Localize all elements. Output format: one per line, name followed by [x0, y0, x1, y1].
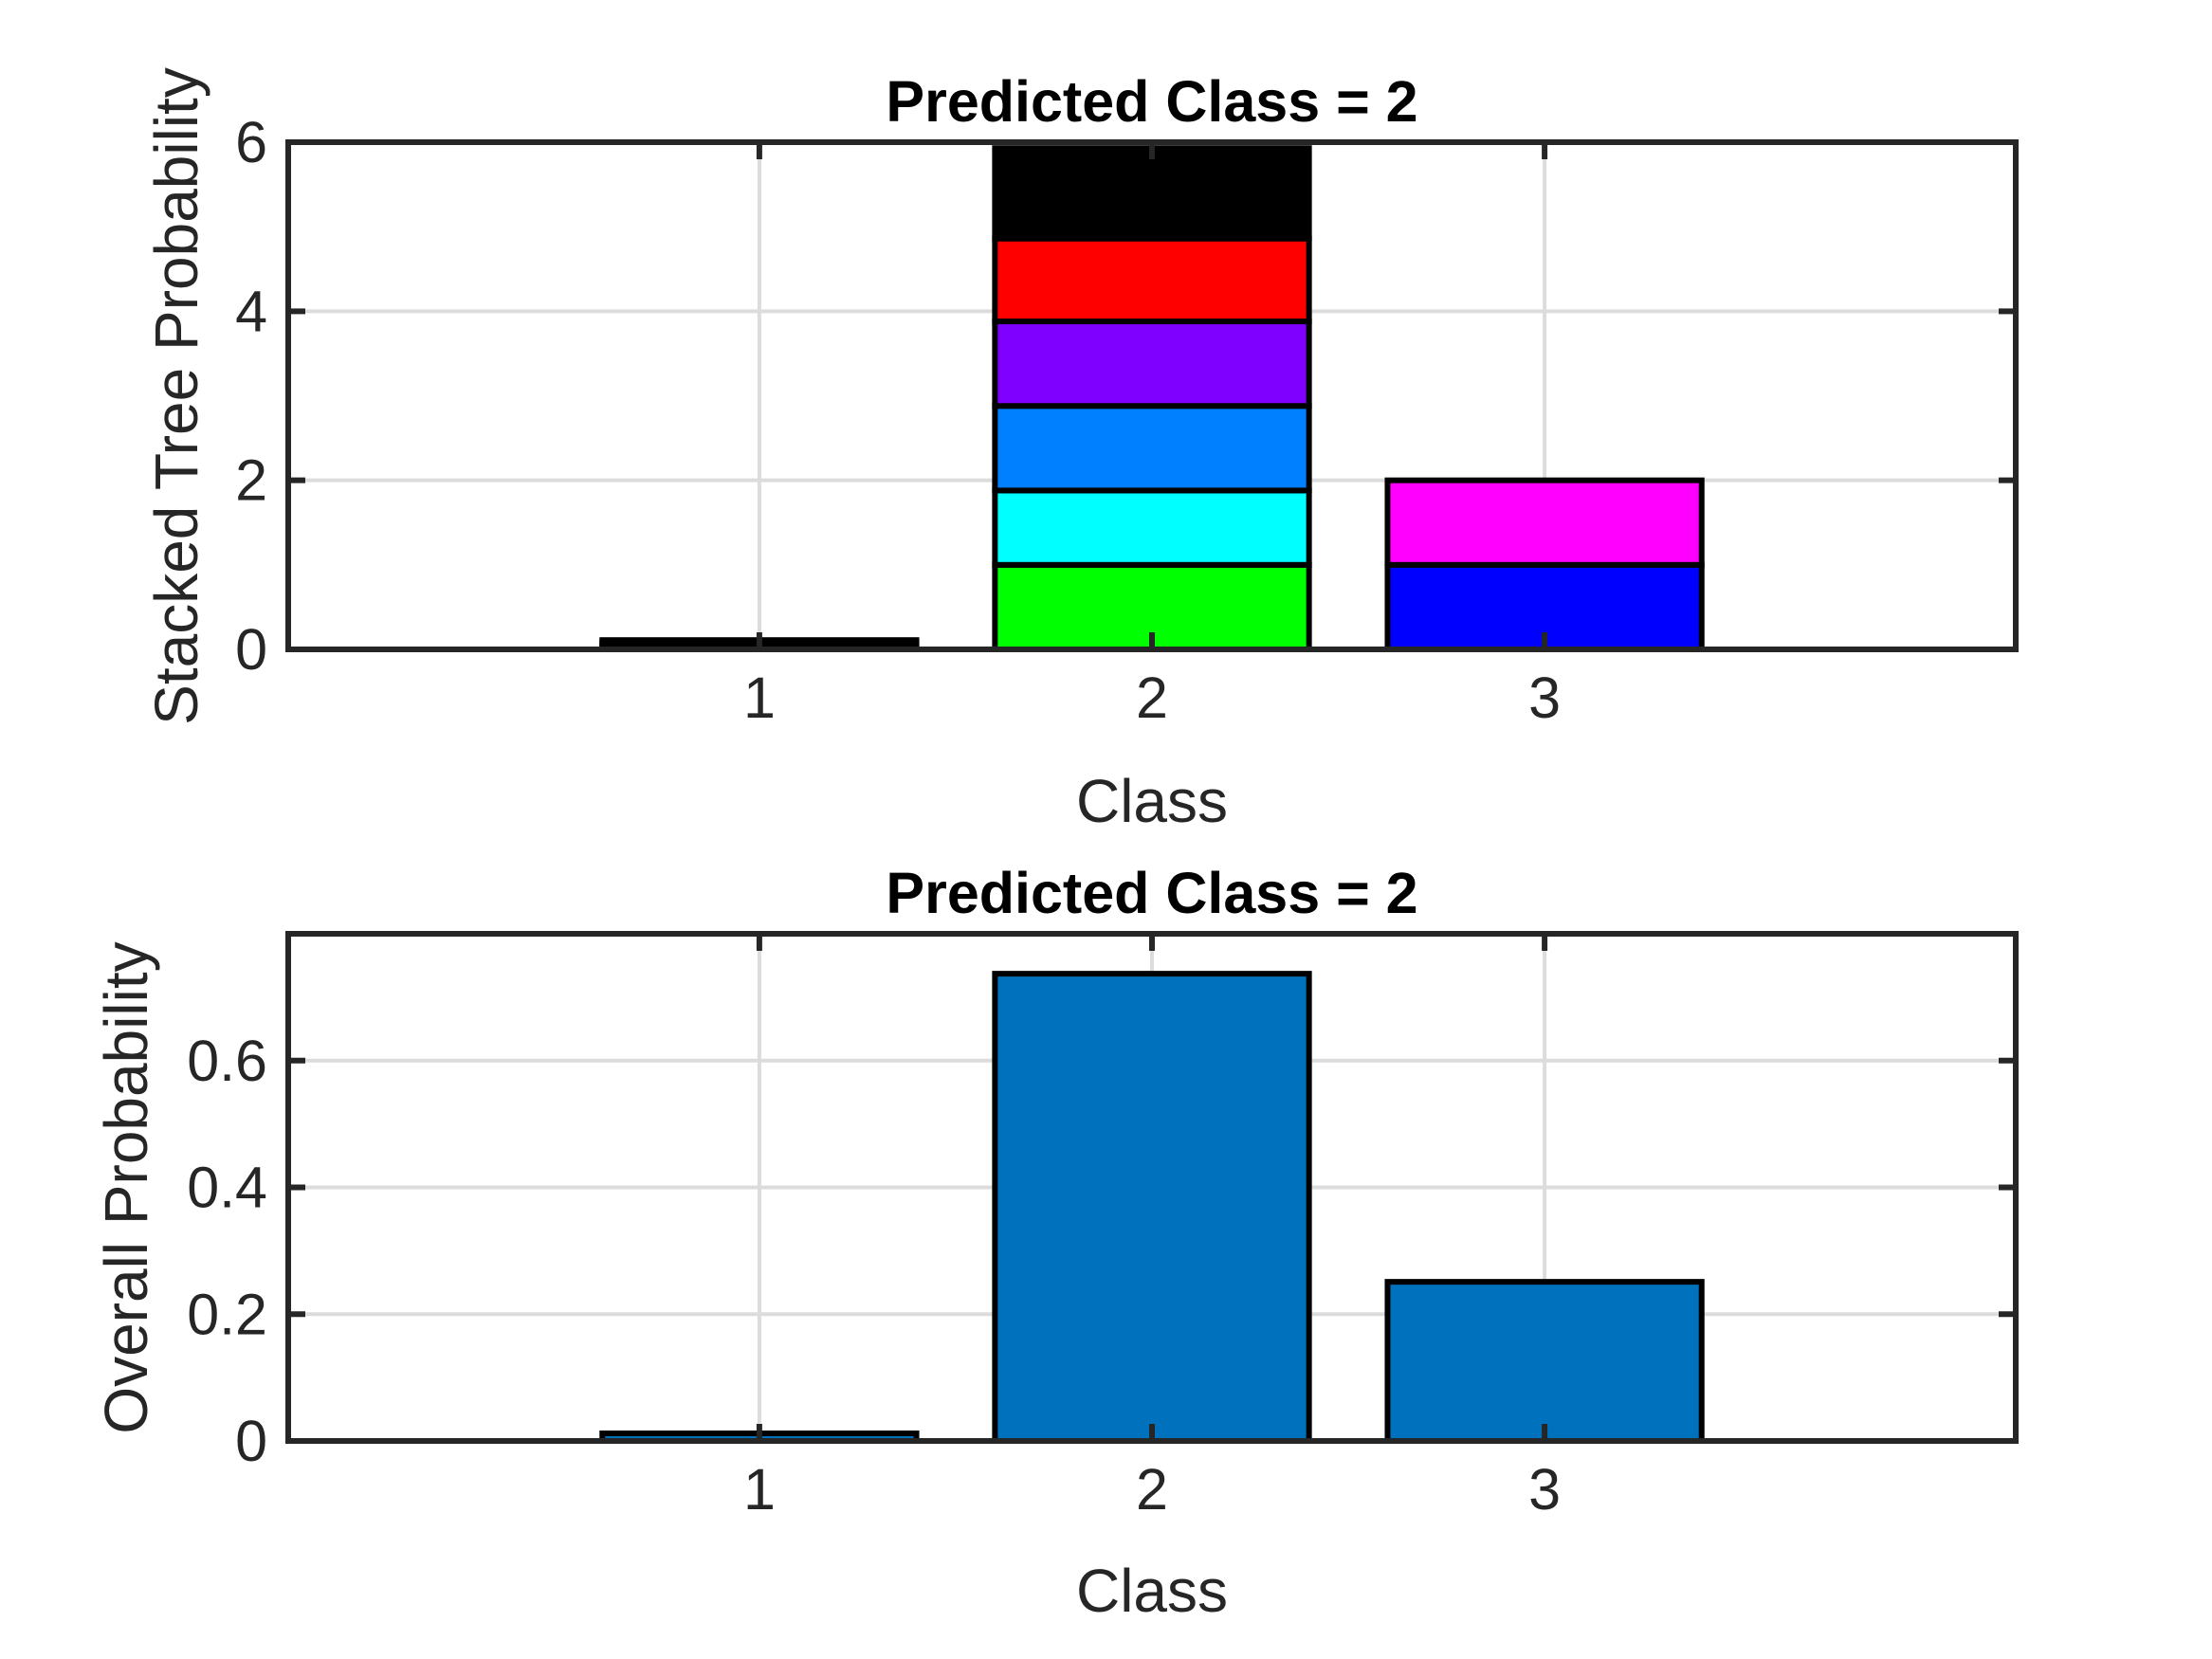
y-axis-label: Stacked Tree Probability	[142, 67, 210, 725]
x-axis-label: Class	[1076, 767, 1228, 835]
y-tick-label: 0.6	[187, 1029, 267, 1093]
tick-labels: 1 2 3 0 2 4 6	[235, 110, 1561, 730]
stacked-bar-segment	[1384, 477, 1705, 568]
stacked-bar-segment	[992, 403, 1312, 494]
x-tick-label: 1	[743, 1457, 776, 1522]
bar	[1384, 1279, 1705, 1445]
y-tick-label: 4	[235, 279, 267, 343]
y-tick-label: 2	[235, 448, 267, 513]
axes-box	[285, 139, 2019, 652]
axes-box	[285, 931, 2019, 1444]
chart-title: Predicted Class = 2	[886, 69, 1417, 134]
stacked-tree-probability-chart: 1 2 3 0 2 4 6 Predicted Class = 2 Class Stacke…	[142, 67, 2019, 835]
stacked-bar-segment	[992, 319, 1312, 410]
y-tick-label: 6	[235, 110, 267, 174]
stacked-bar-segment	[992, 145, 1312, 242]
y-tick-label: 0	[235, 617, 267, 682]
tick-labels: 1 2 3 0 0.2 0.4 0.6	[187, 1029, 1561, 1522]
stacked-bar-segment	[992, 235, 1312, 325]
x-tick-label: 2	[1136, 665, 1168, 730]
x-tick-label: 1	[743, 665, 776, 730]
x-axis-label: Class	[1076, 1557, 1228, 1625]
y-tick-label: 0.4	[187, 1156, 267, 1220]
y-axis-label: Overall Probability	[92, 941, 160, 1433]
chart-title: Predicted Class = 2	[886, 861, 1417, 925]
x-tick-label: 3	[1528, 1457, 1561, 1522]
stacked-bar-segment	[992, 487, 1312, 568]
bar	[992, 971, 1312, 1444]
x-tick-label: 2	[1136, 1457, 1168, 1522]
x-tick-label: 3	[1528, 665, 1561, 730]
y-tick-label: 0	[235, 1409, 267, 1473]
overall-probability-chart: 1 2 300.20.40.6 Predicted Class = 2 Class …	[92, 861, 2019, 1625]
y-tick-label: 0.2	[187, 1282, 267, 1346]
